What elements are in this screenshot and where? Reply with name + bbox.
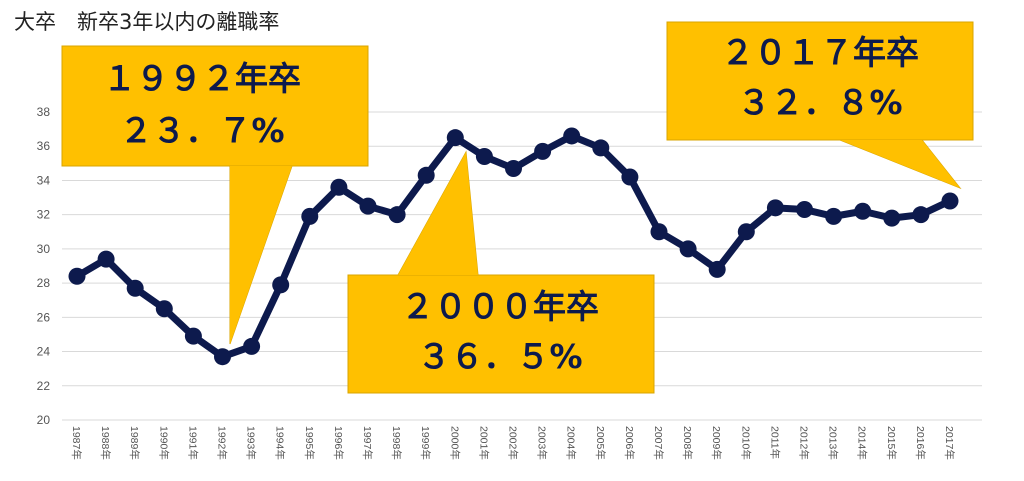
y-tick-label: 36	[37, 139, 51, 153]
callout-1992: １９９２年卒 ２３．７%	[61, 45, 369, 345]
callout-line2: ２３．７%	[119, 111, 284, 150]
series-points	[68, 127, 959, 366]
x-tick-label: 2014年	[856, 426, 869, 460]
callout-box	[61, 45, 369, 167]
x-tick-label: 2010年	[739, 426, 752, 460]
callout-box	[347, 274, 655, 394]
data-point	[446, 129, 464, 147]
callout-box	[666, 21, 974, 141]
y-tick-label: 24	[37, 345, 51, 359]
x-tick-label: 2009年	[710, 426, 723, 460]
y-tick-label: 28	[37, 276, 51, 290]
x-tick-label: 2000年	[448, 426, 461, 460]
x-tick-label: 1994年	[274, 426, 287, 460]
x-axis-ticks: 1987年 1988年 1989年 1990年 1991年 1992年 1993年 1994年…	[70, 426, 956, 460]
callout-2017: ２０１７年卒 ３２．８%	[666, 21, 974, 190]
x-tick-label: 1999年	[419, 426, 432, 460]
data-point	[796, 201, 813, 219]
x-tick-label: 1993年	[245, 426, 258, 460]
x-tick-label: 2003年	[536, 426, 549, 460]
y-tick-label: 32	[37, 208, 51, 222]
data-point	[214, 348, 231, 366]
x-tick-label: 2008年	[681, 426, 694, 460]
data-point	[301, 207, 319, 225]
y-tick-label: 34	[37, 173, 51, 187]
data-point	[766, 199, 784, 217]
data-point	[737, 223, 755, 241]
x-tick-label: 2011年	[768, 426, 781, 459]
data-point	[621, 168, 639, 186]
x-tick-label: 1989年	[128, 426, 141, 460]
data-point	[650, 223, 668, 241]
x-tick-label: 1997年	[361, 426, 374, 460]
y-tick-label: 22	[37, 379, 51, 393]
x-tick-label: 1991年	[186, 426, 199, 460]
x-tick-label: 2013年	[827, 426, 840, 460]
x-tick-label: 2016年	[914, 426, 927, 460]
data-point	[563, 127, 581, 145]
data-point	[505, 159, 522, 177]
data-point	[155, 300, 173, 318]
callout-line1: ２０００年卒	[401, 287, 599, 326]
data-point	[126, 279, 144, 297]
callout-pointer-fill	[398, 152, 478, 275]
callout-pointer-fill	[230, 166, 292, 344]
data-point	[912, 206, 930, 224]
y-axis-ticks: 20 22 24 26 28 30 32 34 36 38	[37, 105, 51, 427]
x-tick-label: 2006年	[623, 426, 636, 460]
y-tick-label: 38	[37, 105, 51, 119]
x-tick-label: 2004年	[565, 426, 578, 460]
data-point	[854, 202, 872, 220]
data-point	[825, 207, 843, 225]
x-tick-label: 1988年	[99, 426, 112, 460]
x-tick-label: 2017年	[943, 426, 956, 460]
x-tick-label: 1995年	[303, 426, 316, 460]
x-tick-label: 1992年	[216, 426, 229, 460]
x-tick-label: 1990年	[157, 426, 170, 460]
data-point	[184, 327, 202, 345]
data-point	[475, 147, 493, 165]
callout-line2: ３２．８%	[737, 83, 902, 122]
y-tick-label: 20	[37, 413, 51, 427]
data-point	[359, 197, 377, 215]
data-point	[941, 192, 959, 210]
data-point	[97, 250, 115, 268]
x-tick-label: 1998年	[390, 426, 403, 460]
data-point	[68, 267, 86, 285]
callout-line2: ３６．５%	[417, 337, 582, 376]
x-tick-label: 2001年	[477, 426, 490, 460]
callout-line1: １９９２年卒	[103, 59, 301, 98]
callout-2000: ２０００年卒 ３６．５%	[347, 150, 655, 394]
callout-line1: ２０１７年卒	[721, 33, 919, 72]
y-tick-label: 30	[37, 242, 51, 256]
x-tick-label: 1987年	[70, 426, 83, 460]
data-point	[243, 337, 261, 355]
x-tick-label: 2005年	[594, 426, 607, 460]
data-point	[883, 209, 901, 227]
x-tick-label: 1996年	[332, 426, 345, 460]
data-point	[679, 240, 697, 258]
y-tick-label: 26	[37, 310, 51, 324]
data-point	[272, 276, 290, 294]
data-point	[534, 142, 552, 160]
chart-title: 大卒 新卒3年以内の離職率	[14, 10, 280, 34]
callouts: １９９２年卒 ２３．７% ２０００年卒 ３６．５% ２０１７年卒 ３２．８%	[61, 21, 974, 394]
data-point	[592, 139, 610, 157]
data-point	[388, 206, 406, 224]
x-tick-label: 2012年	[798, 426, 811, 460]
x-tick-label: 2015年	[885, 426, 898, 460]
data-point	[708, 260, 726, 278]
data-point	[417, 166, 435, 184]
x-tick-label: 2007年	[652, 426, 665, 460]
callout-pointer-fill	[840, 140, 960, 188]
x-tick-label: 2002年	[507, 426, 520, 460]
data-point	[330, 178, 348, 196]
